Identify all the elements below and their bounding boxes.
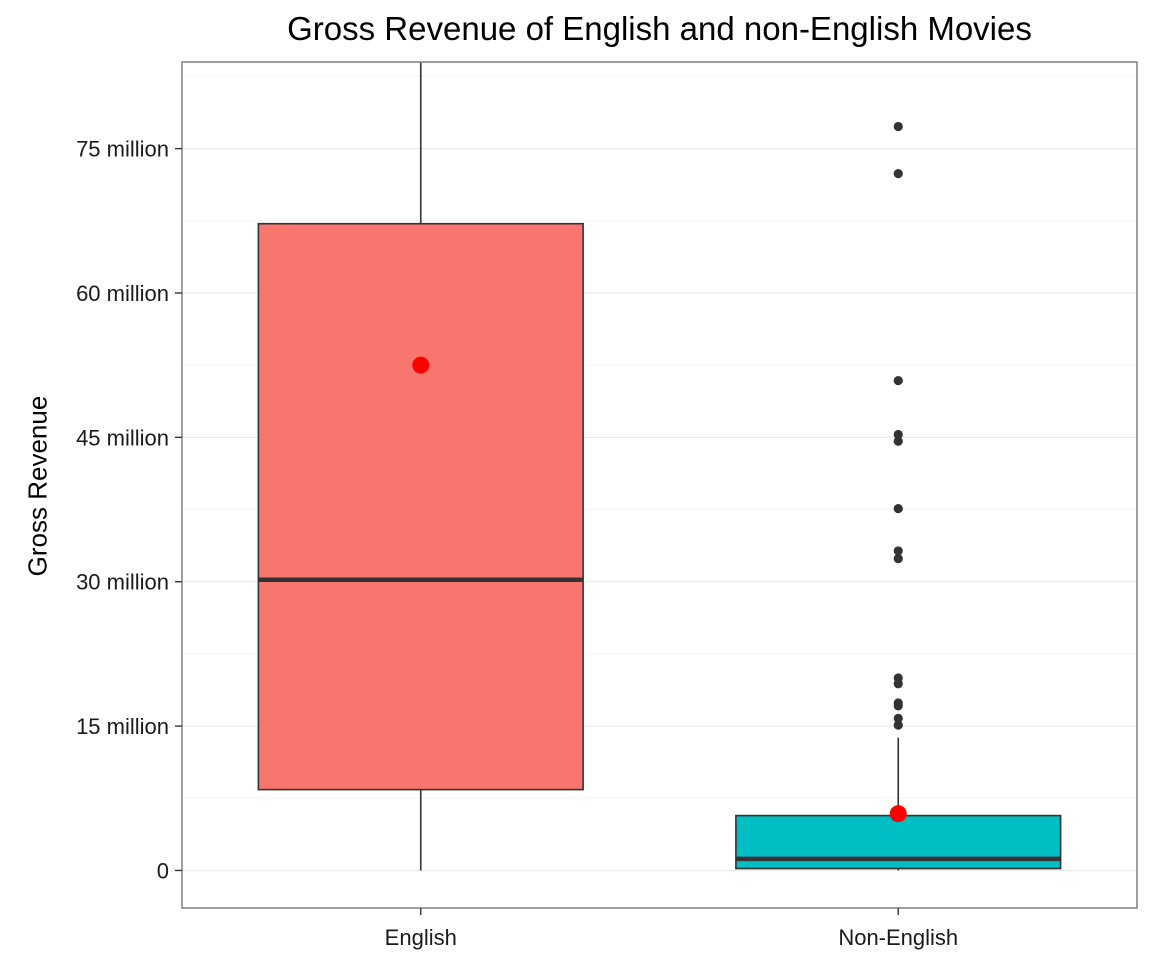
- y-tick-label: 15 million: [76, 714, 169, 739]
- outlier-point: [893, 375, 903, 386]
- y-tick-label: 45 million: [76, 425, 169, 450]
- outlier-point: [893, 436, 903, 446]
- outlier-point: [893, 554, 903, 564]
- outlier-point: [893, 701, 903, 711]
- x-tick-label: Non-English: [838, 925, 958, 950]
- plot-border: [181, 61, 1138, 909]
- outlier-point: [893, 679, 903, 689]
- box-iqr: [257, 222, 584, 791]
- axes-layer: 0 15 million 30 million 45 million 60 millio…: [76, 137, 958, 950]
- y-tick-label: 75 million: [76, 137, 169, 162]
- outlier-point: [893, 546, 903, 556]
- outlier-point: [893, 720, 903, 730]
- outlier-point: [893, 503, 903, 514]
- outlier-point: [893, 713, 903, 723]
- outlier-point: [893, 121, 903, 132]
- y-tick-label: 0: [157, 858, 169, 883]
- outlier-point: [893, 429, 903, 440]
- y-tick-label: 60 million: [76, 281, 169, 306]
- outlier-point: [893, 169, 903, 179]
- x-tick-label: English: [385, 925, 457, 950]
- y-tick-label: 30 million: [76, 570, 169, 595]
- boxes-layer: [257, 62, 1062, 871]
- mean-marker: [412, 356, 430, 374]
- chart-title: Gross Revenue of English and non-English…: [287, 10, 1032, 47]
- mean-marker: [889, 805, 907, 823]
